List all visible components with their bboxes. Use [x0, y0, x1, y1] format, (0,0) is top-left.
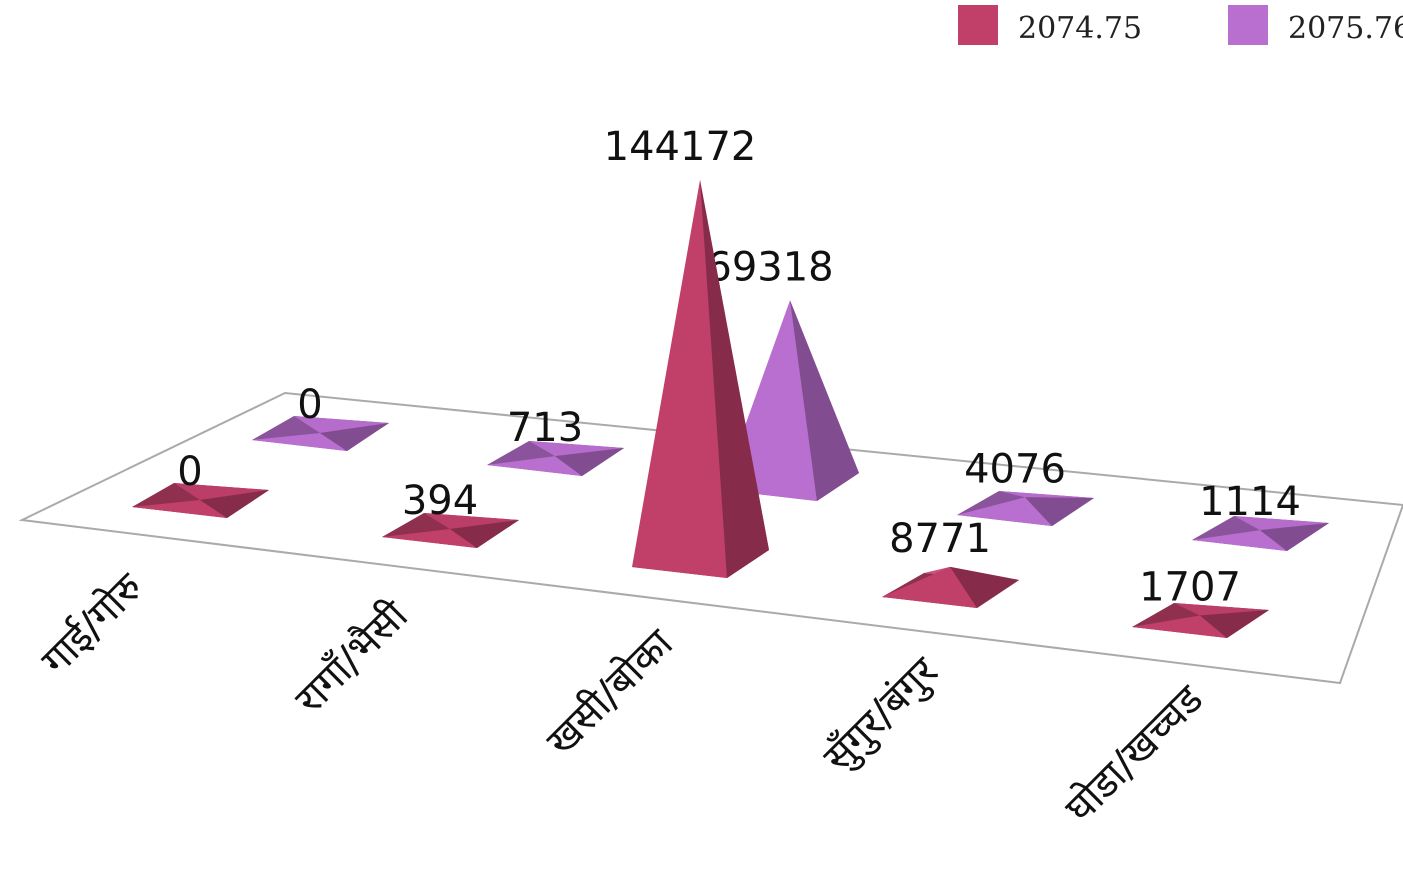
data-label: 394 — [402, 478, 478, 524]
pyramid-back-face — [424, 513, 519, 529]
data-label: 4076 — [964, 446, 1066, 492]
pyramid-right-shade — [950, 566, 1019, 608]
pyramid-left-face — [632, 180, 727, 578]
data-label: 1114 — [1199, 479, 1301, 525]
pyramid-right-shade — [790, 300, 859, 501]
legend-label: 2074.75 — [1018, 11, 1142, 46]
pyramid-right-shade — [1200, 610, 1269, 638]
x-tick-label: खसी/बोका — [538, 620, 683, 765]
pyramid-right-shade — [320, 423, 389, 451]
x-tick-label: रागाँ/भैसी — [287, 592, 418, 723]
data-label: 1707 — [1139, 565, 1241, 611]
pyramid-right-shade — [200, 490, 269, 518]
data-label: 0 — [297, 382, 322, 428]
pyramid-right-face — [1260, 523, 1329, 551]
pyramid-right-shade — [700, 180, 769, 578]
pyramid-right-face — [200, 490, 269, 518]
data-label: 144172 — [604, 124, 757, 170]
pyramid-left-face — [882, 566, 977, 608]
x-tick-label: सुँगुर/बंगुर — [815, 648, 948, 781]
pyramid-back-face — [1174, 603, 1269, 616]
pyramid-right-face — [320, 423, 389, 451]
pyramid-left-face — [487, 456, 582, 476]
pyramid-left-face — [1132, 615, 1227, 638]
pyramid-left-face — [1192, 530, 1287, 551]
legend-swatch — [958, 5, 998, 45]
pyramid-right-shade — [555, 448, 624, 476]
pyramid-right-face — [450, 520, 519, 548]
pyramid-left-face — [957, 497, 1052, 526]
floor — [18, 391, 1403, 685]
x-tick-label: घोडा/खच्चड — [1057, 676, 1213, 832]
pyramid — [957, 491, 1094, 526]
legend-label: 2075.76 — [1288, 11, 1403, 46]
data-label: 8771 — [889, 516, 991, 562]
pyramid-back-face — [529, 441, 624, 457]
pyramid — [1192, 516, 1329, 551]
pyramid — [132, 483, 269, 518]
pyramid-right-face — [1200, 610, 1269, 638]
legend-swatch — [1228, 5, 1268, 45]
pyramid — [882, 566, 1019, 608]
pyramid-back-face — [999, 491, 1094, 498]
data-label: 69318 — [706, 244, 833, 290]
pyramid-right-face — [700, 180, 769, 578]
pyramid-left-face — [252, 433, 347, 451]
pyramid-back-face — [174, 483, 269, 500]
pyramid — [252, 416, 389, 451]
data-label: 713 — [507, 405, 583, 451]
pyramid-right-face — [950, 566, 1019, 608]
pyramid-right-shade — [450, 520, 519, 548]
pyramid — [382, 513, 519, 548]
pyramid-right-shade — [1025, 497, 1094, 526]
pyramid-back-face — [294, 416, 389, 433]
x-tick-label: गाई/गोरु — [33, 564, 153, 684]
pyramid — [487, 441, 624, 476]
pyramid — [1132, 603, 1269, 638]
pyramid-right-face — [1025, 497, 1094, 526]
pyramid-back-face — [1234, 516, 1329, 531]
pyramid-left-face — [132, 500, 227, 518]
pyramid-left-face — [382, 528, 477, 548]
pyramid — [632, 180, 769, 578]
pyramid-right-shade — [1260, 523, 1329, 551]
data-label: 0 — [177, 449, 202, 495]
pyramid-right-face — [790, 300, 859, 501]
pyramid-right-face — [555, 448, 624, 476]
